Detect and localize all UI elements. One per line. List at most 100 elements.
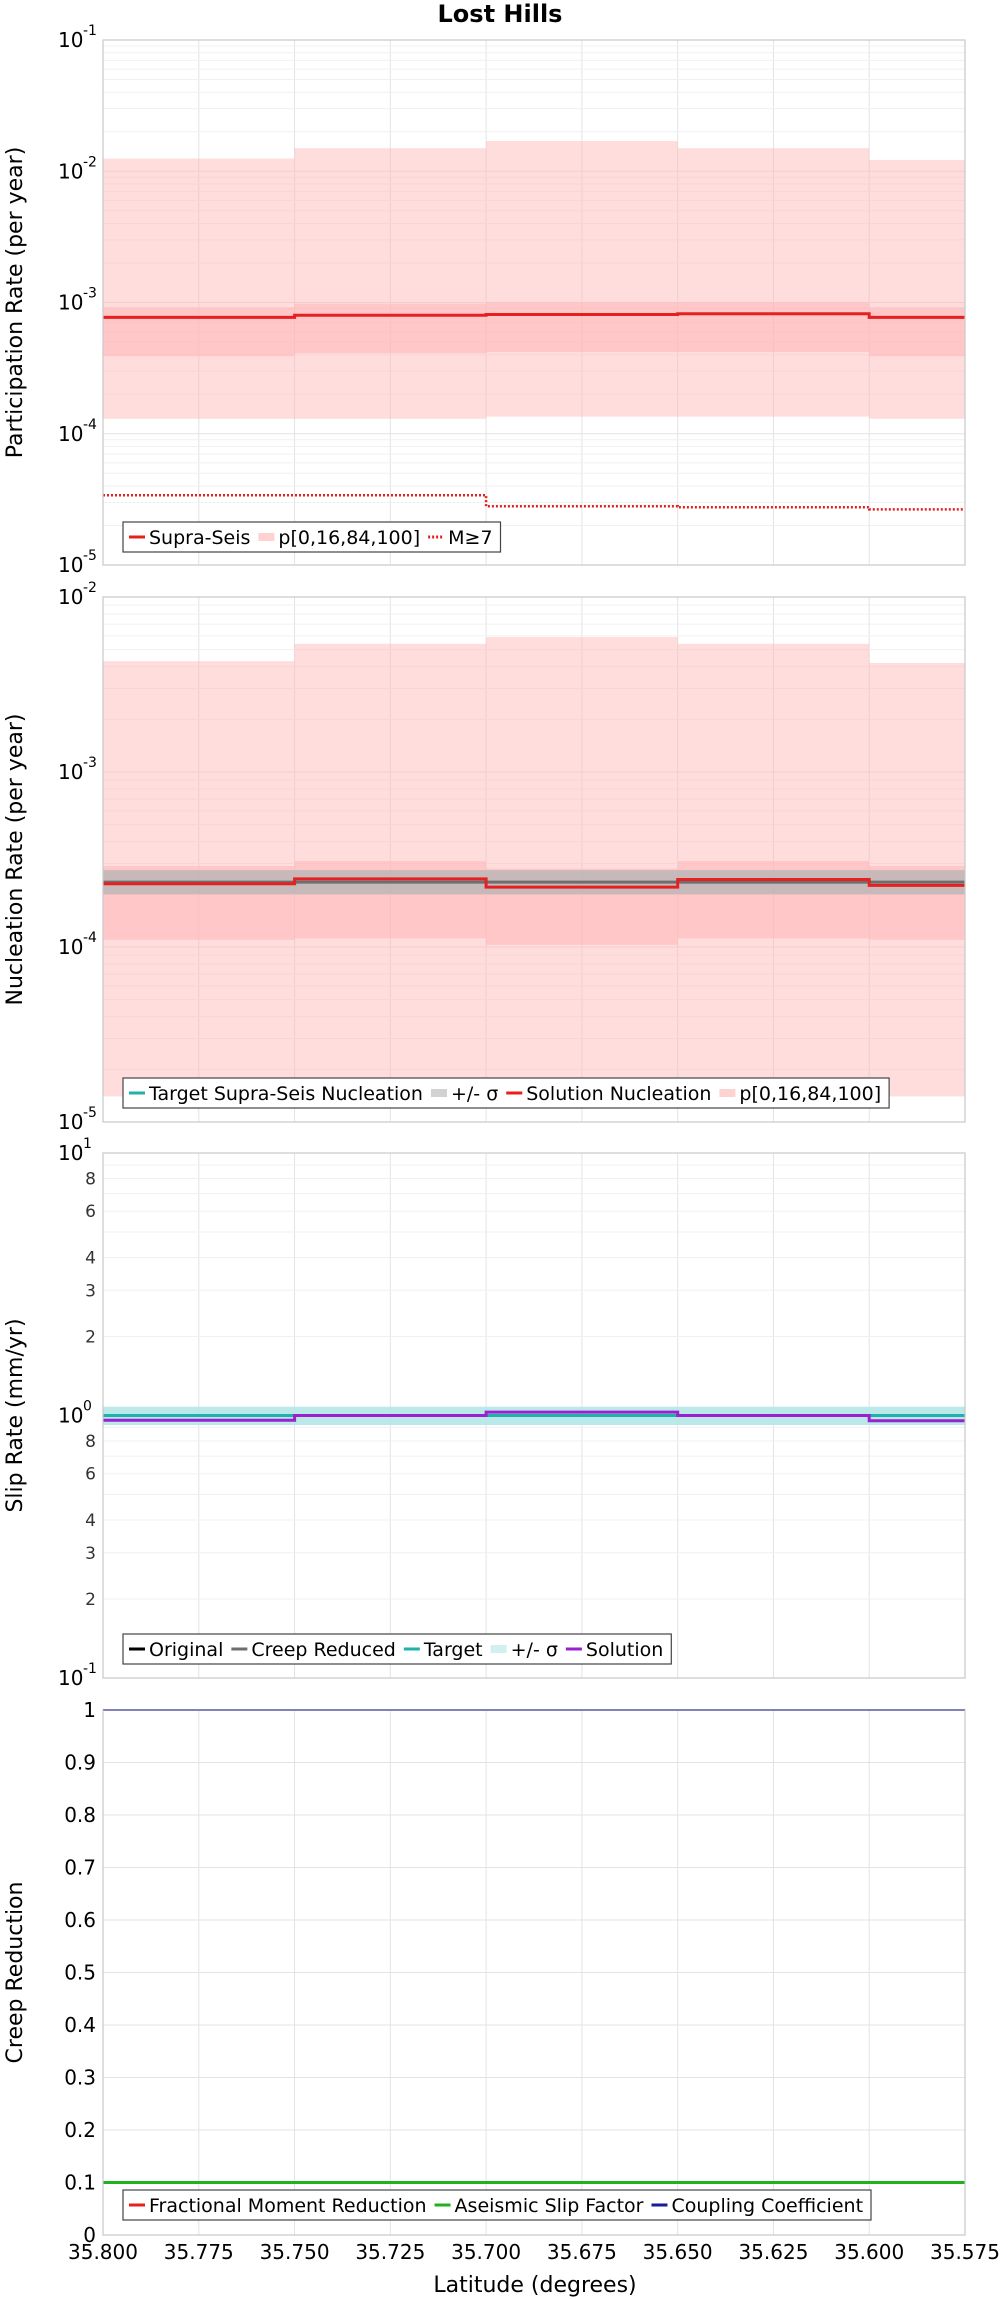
band-segment: [677, 148, 870, 417]
participation-series: [103, 141, 965, 511]
y-tick-label: 10: [58, 28, 83, 52]
band-segment: [486, 302, 678, 352]
participation-panel: 10-510-410-310-210 -1 Participation Rate (…: [3, 23, 966, 577]
y-tick-label: 10: [58, 553, 83, 577]
band-segment: [677, 302, 870, 352]
nucleation-plot-frame: [102, 596, 966, 1123]
y-tick-label: 10: [58, 291, 83, 315]
legend-entry: Target Supra-Seis Nucleation: [148, 1083, 423, 1105]
legend-entry: +/- σ: [511, 1639, 558, 1661]
y-tick-label: 0.6: [64, 1908, 96, 1932]
participation-y-ticks: 10-510-410-310-210-1: [58, 23, 97, 577]
y-minor-tick-label: 3: [85, 1544, 96, 1564]
y-tick-label: 0.1: [64, 2171, 96, 2195]
series-line: [103, 1410, 965, 1423]
participation-y-axis-label: Participation Rate (per year): [3, 147, 28, 459]
y-minor-tick-label: 2: [85, 1327, 96, 1347]
y-tick-label: 10: [58, 585, 83, 609]
nucleation-y-axis-label: Nucleation Rate (per year): [3, 714, 28, 1006]
figure-title: Lost Hills: [438, 0, 563, 28]
band-segment: [294, 303, 487, 354]
band-segment: [103, 158, 295, 419]
participation-plot-frame: [102, 39, 966, 566]
band-segment: [869, 307, 965, 357]
y-tick-exponent: -2: [83, 580, 97, 596]
y-tick-label: 10: [58, 1666, 83, 1690]
slip-series: [103, 1406, 965, 1426]
series-line: [103, 312, 965, 319]
y-minor-tick-label: 3: [85, 1281, 96, 1301]
legend-entry: Creep Reduced: [251, 1639, 395, 1661]
y-minor-tick-label: 2: [85, 1590, 96, 1610]
y-tick-label: 0.7: [64, 1856, 96, 1880]
y-minor-tick-label: 6: [85, 1202, 96, 1222]
x-tick-label: 35.700: [451, 2240, 521, 2264]
y-minor-tick-label: 4: [85, 1248, 96, 1268]
x-axis-label: Latitude (degrees): [433, 2273, 636, 2298]
creep-plot-frame: [102, 1709, 966, 2236]
participation-legend: Supra-Seis p[0,16,84,100] M≥7: [122, 521, 502, 553]
legend-entry: Original: [149, 1639, 223, 1661]
legend-entry: +/- σ: [451, 1083, 498, 1105]
creep-legend: Fractional Moment Reduction Aseismic Slip…: [122, 2189, 872, 2221]
x-tick-label: 35.675: [547, 2240, 617, 2264]
y-tick-label: 0.2: [64, 2118, 96, 2142]
y-tick-label: 0.9: [64, 1751, 96, 1775]
x-tick-label: 35.750: [260, 2240, 330, 2264]
y-tick-exponent: -4: [83, 417, 97, 433]
y-tick-exponent: -1: [83, 23, 97, 39]
band-segment: [486, 141, 678, 417]
creep-series: [103, 1709, 965, 2184]
y-tick-exponent: -1: [83, 1661, 97, 1677]
creep-y-ticks: 0 0.1 0.2 0.3 0.4 0.5 0.6 0.7 0.8 0.9 1: [64, 1698, 96, 2247]
legend-entry: Supra-Seis: [149, 527, 250, 549]
legend-entry: p[0,16,84,100]: [278, 527, 420, 549]
y-tick-label: 10: [58, 1110, 83, 1134]
y-tick-label: 10: [58, 935, 83, 959]
band-segment: [294, 148, 487, 419]
legend-entry: M≥7: [448, 527, 492, 549]
creep-panel: 0 0.1 0.2 0.3 0.4 0.5 0.6 0.7 0.8 0.9 1 Creep Reduc…: [3, 1698, 966, 2247]
nucleation-y-ticks: 10-510-410-310-2: [58, 580, 97, 1134]
y-tick-exponent: -3: [83, 286, 97, 302]
y-tick-label: 10: [58, 422, 83, 446]
y-minor-tick-label: 8: [85, 1169, 96, 1189]
series-line: [103, 877, 965, 889]
y-tick-label: 0: [83, 2223, 96, 2247]
x-tick-label: 35.600: [834, 2240, 904, 2264]
y-tick-label: 10: [58, 1141, 83, 1165]
y-tick-label: 10: [58, 159, 83, 183]
legend-entry: Aseismic Slip Factor: [455, 2195, 644, 2217]
x-tick-label: 35.625: [738, 2240, 808, 2264]
y-minor-tick-label: 4: [85, 1511, 96, 1531]
band-segment: [486, 637, 678, 1097]
legend-entry: Solution: [586, 1639, 663, 1661]
legend-box: [122, 2189, 872, 2221]
y-tick-label: 10: [58, 760, 83, 784]
legend-entry: p[0,16,84,100]: [739, 1083, 881, 1105]
x-tick-label: 35.800: [68, 2240, 138, 2264]
y-tick-exponent: -5: [83, 1105, 97, 1121]
y-tick-label: 10: [58, 1404, 83, 1428]
y-tick-exponent: 1: [83, 1136, 92, 1152]
legend-entry: Solution Nucleation: [526, 1083, 711, 1105]
y-tick-exponent: -5: [83, 548, 97, 564]
y-tick-label: 0.8: [64, 1803, 96, 1827]
nucleation-panel: 10-510-410-310 -2 Nucleation Rate (per yea…: [3, 580, 966, 1134]
creep-y-axis-label: Creep Reduction: [3, 1882, 28, 2064]
y-tick-label: 0.4: [64, 2013, 96, 2037]
creep-grid: [102, 1709, 966, 2236]
y-tick-exponent: -3: [83, 755, 97, 771]
y-tick-label: 0.5: [64, 1961, 96, 1985]
band-segment: [869, 159, 965, 419]
nucleation-series: [103, 637, 965, 1097]
x-tick-label: 35.725: [355, 2240, 425, 2264]
nucleation-legend: Target Supra-Seis Nucleation +/- σ Solutio…: [122, 1077, 890, 1109]
legend-entry: Coupling Coefficient: [671, 2195, 863, 2217]
series-line: [103, 493, 965, 511]
x-tick-label: 35.775: [164, 2240, 234, 2264]
